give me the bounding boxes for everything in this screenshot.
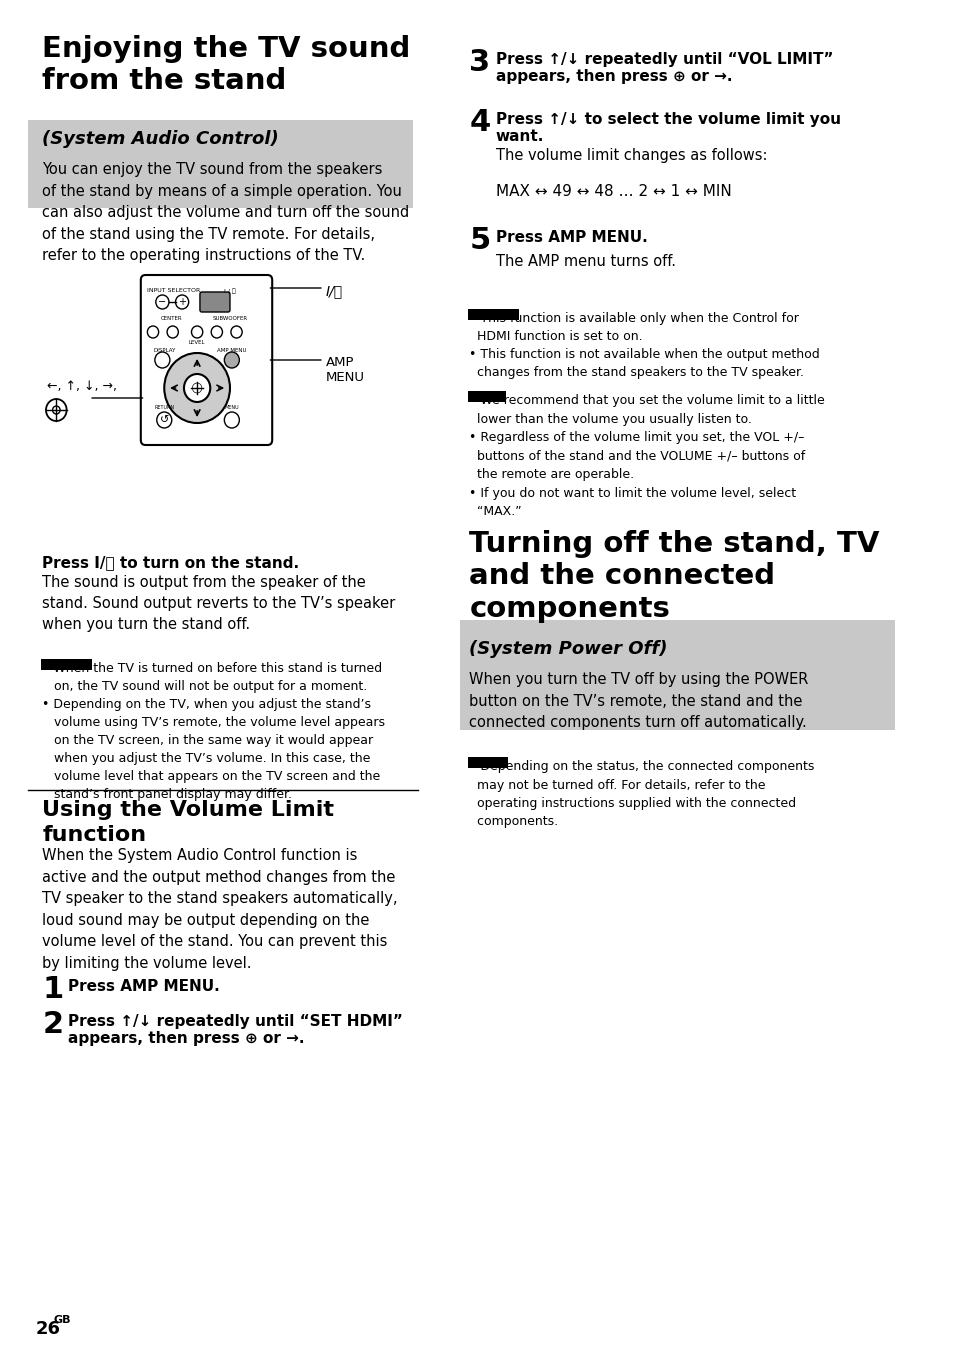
Text: The AMP menu turns off.: The AMP menu turns off.: [496, 254, 675, 269]
Text: Press ↑/↓ repeatedly until “VOL LIMIT”
appears, then press ⊕ or →.: Press ↑/↓ repeatedly until “VOL LIMIT” a…: [496, 51, 832, 84]
Text: Press AMP MENU.: Press AMP MENU.: [68, 979, 219, 994]
Text: Press ↑/↓ repeatedly until “SET HDMI”
appears, then press ⊕ or →.: Press ↑/↓ repeatedly until “SET HDMI” ap…: [68, 1014, 402, 1046]
Text: Notes: Notes: [472, 293, 508, 304]
FancyBboxPatch shape: [468, 391, 505, 402]
Text: Press ↑/↓ to select the volume limit you
want.: Press ↑/↓ to select the volume limit you…: [496, 112, 840, 145]
Text: The volume limit changes as follows:: The volume limit changes as follows:: [496, 147, 766, 164]
Text: Enjoying the TV sound
from the stand: Enjoying the TV sound from the stand: [42, 35, 410, 96]
Text: LEVEL: LEVEL: [189, 339, 205, 345]
Text: MENU: MENU: [224, 406, 239, 410]
Text: I/⏻: I/⏻: [325, 284, 342, 297]
Text: ↺: ↺: [159, 415, 169, 425]
Text: MAX ↔ 49 ↔ 48 … 2 ↔ 1 ↔ MIN: MAX ↔ 49 ↔ 48 … 2 ↔ 1 ↔ MIN: [496, 184, 731, 199]
Text: Press AMP MENU.: Press AMP MENU.: [496, 230, 647, 245]
Text: Turning off the stand, TV
and the connected
components: Turning off the stand, TV and the connec…: [469, 530, 879, 623]
FancyBboxPatch shape: [459, 621, 895, 730]
Text: When the System Audio Control function is
active and the output method changes f: When the System Audio Control function i…: [42, 848, 397, 971]
Text: (System Power Off): (System Power Off): [469, 639, 667, 658]
FancyBboxPatch shape: [468, 757, 507, 768]
Text: The sound is output from the speaker of the
stand. Sound output reverts to the T: The sound is output from the speaker of …: [42, 575, 395, 631]
FancyBboxPatch shape: [41, 658, 91, 671]
Text: I / ⏻: I / ⏻: [224, 288, 235, 293]
Text: • We recommend that you set the volume limit to a little
  lower than the volume: • We recommend that you set the volume l…: [469, 393, 824, 518]
Text: 5: 5: [469, 226, 490, 256]
Text: +: +: [178, 297, 186, 307]
Text: RETURN: RETURN: [154, 406, 174, 410]
Text: Tips: Tips: [472, 376, 497, 387]
Text: −: −: [158, 297, 166, 307]
Circle shape: [154, 352, 170, 368]
Circle shape: [224, 352, 239, 368]
Text: 3: 3: [469, 49, 490, 77]
Text: 4: 4: [469, 108, 490, 137]
Text: • This function is available only when the Control for
  HDMI function is set to: • This function is available only when t…: [469, 312, 820, 379]
Circle shape: [193, 383, 202, 393]
Text: SUBWOOFER: SUBWOOFER: [213, 316, 247, 320]
Text: 2: 2: [42, 1010, 63, 1038]
Text: AMP
MENU: AMP MENU: [325, 356, 364, 384]
Text: Note: Note: [472, 742, 501, 752]
Text: • When the TV is turned on before this stand is turned
   on, the TV sound will : • When the TV is turned on before this s…: [42, 662, 385, 800]
Text: Press I/⏻ to turn on the stand.: Press I/⏻ to turn on the stand.: [42, 556, 299, 571]
Text: When you turn the TV off by using the POWER
button on the TV’s remote, the stand: When you turn the TV off by using the PO…: [469, 672, 808, 730]
FancyBboxPatch shape: [141, 274, 272, 445]
Text: 1: 1: [42, 975, 64, 1005]
Text: • Depending on the status, the connected components
  may not be turned off. For: • Depending on the status, the connected…: [469, 760, 814, 829]
Text: Using the Volume Limit
function: Using the Volume Limit function: [42, 800, 334, 845]
Circle shape: [184, 375, 210, 402]
Text: You can enjoy the TV sound from the speakers
of the stand by means of a simple o: You can enjoy the TV sound from the spea…: [42, 162, 409, 264]
Text: DISPLAY: DISPLAY: [152, 347, 175, 353]
FancyBboxPatch shape: [200, 292, 230, 312]
Text: Notes: Notes: [45, 644, 81, 654]
Text: GB: GB: [53, 1315, 71, 1325]
Text: (System Audio Control): (System Audio Control): [42, 130, 278, 147]
FancyBboxPatch shape: [29, 120, 413, 208]
Circle shape: [164, 353, 230, 423]
FancyBboxPatch shape: [468, 310, 518, 320]
Text: CENTER: CENTER: [161, 316, 182, 320]
Text: INPUT SELECTOR: INPUT SELECTOR: [147, 288, 200, 293]
Text: AMP MENU: AMP MENU: [217, 347, 246, 353]
Text: 26: 26: [35, 1320, 61, 1338]
Text: ←, ↑, ↓, →,: ←, ↑, ↓, →,: [47, 380, 117, 393]
